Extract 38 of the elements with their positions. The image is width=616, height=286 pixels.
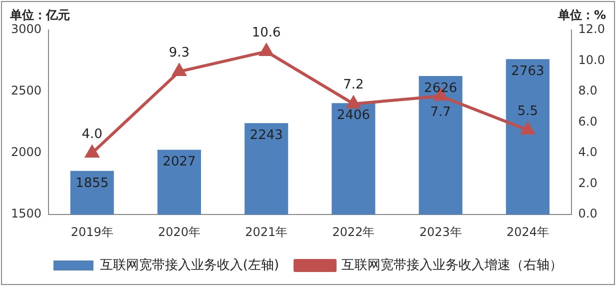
- data-label: 5.5: [517, 104, 538, 119]
- data-label: 2027: [162, 154, 196, 170]
- point: [346, 96, 360, 108]
- data-label: 7.7: [430, 105, 451, 120]
- y2-tick-label: 12.0: [578, 22, 605, 36]
- legend-label: 互联网宽带接入业务收入(左轴): [100, 256, 280, 273]
- text: 单位：亿元: [9, 8, 70, 22]
- y2-tick-label: 4.0: [578, 145, 598, 160]
- x-tick-label: 2023年: [419, 224, 462, 239]
- data-label: 2626: [424, 80, 458, 96]
- x-tick-label: 2020年: [158, 224, 200, 239]
- data-label: 2243: [250, 128, 283, 144]
- y2-tick-label: 6.0: [578, 114, 598, 128]
- x-tick-label: 2024年: [506, 224, 549, 239]
- y-tick-label: 2500: [10, 84, 42, 98]
- data-label: 4.0: [82, 126, 102, 142]
- point: [172, 64, 186, 76]
- data-label: 10.6: [252, 25, 281, 40]
- y2-tick-label: 8.0: [578, 84, 598, 98]
- legend-label: 互联网宽带接入业务收入增速（右轴）: [342, 256, 563, 273]
- point: [521, 122, 534, 134]
- data-label: 9.3: [168, 45, 190, 60]
- y2-tick-label: 2.0: [578, 176, 598, 190]
- y2-tick-label: 10.0: [578, 52, 605, 67]
- y-tick-label: 1500: [10, 206, 42, 221]
- y-tick-label: 3000: [10, 22, 42, 36]
- point: [85, 146, 99, 158]
- text: 单位：%: [556, 8, 606, 22]
- y2-tick-label: 0.0: [578, 206, 598, 221]
- data-label: 2763: [511, 64, 544, 80]
- data-label: 1855: [76, 176, 109, 191]
- x-tick-label: 2019年: [70, 224, 114, 239]
- y-tick-label: 2000: [10, 145, 42, 160]
- data-label: 7.2: [343, 78, 364, 93]
- data-label: 2406: [336, 108, 370, 123]
- x-tick-label: 2022年: [332, 224, 375, 239]
- point: [260, 44, 274, 56]
- x-tick-label: 2021年: [245, 224, 288, 239]
